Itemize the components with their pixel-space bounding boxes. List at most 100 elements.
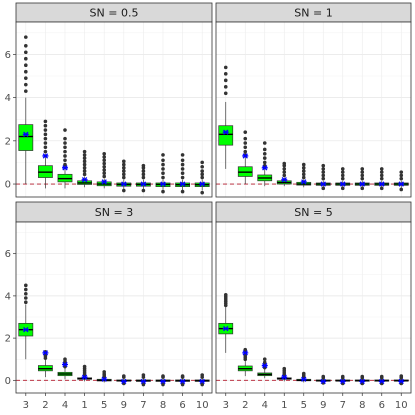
x-tick-label: 3 (223, 400, 229, 411)
box-1 (77, 149, 93, 188)
outlier-point (223, 85, 228, 89)
outlier-point (223, 72, 228, 76)
box-3 (18, 283, 34, 360)
y-tick-label: 2 (5, 334, 11, 345)
outlier-point (262, 360, 267, 365)
outlier-point (223, 78, 228, 83)
outlier-point (24, 50, 28, 55)
outlier-point (200, 160, 204, 165)
mean-marker (261, 165, 268, 171)
outlier-point (223, 91, 228, 96)
mean-marker (42, 350, 49, 356)
outlier-point (200, 172, 204, 177)
outlier-point (161, 158, 165, 163)
outlier-point (82, 156, 87, 160)
outlier-point (200, 382, 204, 387)
panel-border (215, 221, 412, 394)
outlier-point (379, 186, 384, 191)
outlier-point (82, 159, 87, 164)
y-tick-label: 6 (5, 50, 11, 61)
outlier-point (340, 186, 345, 191)
outlier-point (379, 176, 384, 181)
outlier-point (141, 382, 146, 387)
facet-strip-label: SN = 5 (294, 206, 332, 219)
outlier-point (200, 373, 204, 377)
outlier-point (82, 166, 87, 170)
mean-marker (242, 350, 249, 356)
outlier-point (180, 167, 185, 171)
mean-marker (199, 378, 206, 385)
facet-strip-label: SN = 0.5 (90, 7, 139, 20)
box-3 (18, 35, 34, 185)
facet-panel: SN = 5 3 2 4 1 5 9 7 8 6 10 (215, 201, 412, 411)
mean-marker (22, 131, 29, 138)
mean-marker (261, 362, 268, 369)
outlier-point (82, 153, 87, 157)
mean-marker (300, 179, 307, 185)
mean-marker (179, 181, 186, 187)
outlier-point (379, 170, 384, 174)
box-4 (57, 357, 73, 380)
y-tick-label: 0 (5, 376, 11, 387)
box-1 (276, 161, 292, 187)
box-6 (374, 374, 390, 386)
box-body (218, 125, 234, 146)
outlier-point (399, 374, 404, 378)
outlier-point (399, 170, 404, 174)
outlier-point (180, 158, 185, 163)
outlier-point (141, 163, 146, 168)
panel-border (15, 21, 213, 198)
box-6 (175, 374, 191, 387)
outlier-point (200, 175, 204, 180)
outlier-point (282, 173, 287, 178)
outlier-point (102, 161, 106, 166)
outlier-point (161, 171, 165, 176)
mean-marker (339, 378, 346, 385)
mean-marker (101, 376, 108, 382)
outlier-point (340, 374, 345, 379)
panel-border (15, 221, 213, 394)
mean-marker (81, 177, 88, 183)
mean-marker (62, 165, 68, 171)
box-1 (276, 366, 292, 382)
outlier-point (180, 382, 185, 387)
outlier-point (122, 159, 126, 164)
x-tick-label: 7 (340, 400, 346, 411)
outlier-point (43, 149, 48, 154)
mean-marker (199, 181, 206, 187)
outlier-point (43, 141, 48, 145)
facet-panel: SN = 0.5 0 2 4 6 (5, 2, 213, 198)
mean-marker (160, 378, 166, 385)
x-tick-label: 2 (42, 400, 48, 411)
x-tick-label: 9 (121, 400, 127, 411)
outlier-point (24, 56, 28, 61)
outlier-point (321, 170, 326, 174)
mean-marker (22, 327, 29, 333)
box-10 (194, 373, 210, 387)
outlier-point (200, 164, 204, 169)
box-10 (393, 374, 409, 386)
outlier-point (321, 176, 326, 181)
box-10 (194, 160, 210, 195)
outlier-point (262, 357, 267, 362)
outlier-point (24, 300, 28, 305)
x-tick-label: 7 (140, 400, 146, 411)
mean-marker (378, 378, 385, 385)
box-7 (135, 163, 151, 193)
mean-marker (320, 378, 327, 385)
mean-marker (222, 325, 229, 332)
outlier-point (161, 162, 165, 167)
outlier-point (360, 167, 365, 171)
outlier-point (24, 283, 28, 288)
outlier-point (161, 374, 165, 378)
outlier-point (102, 164, 106, 169)
outlier-point (63, 158, 67, 163)
outlier-point (399, 187, 404, 192)
outlier-point (180, 162, 185, 167)
outlier-point (102, 174, 106, 179)
outlier-point (301, 371, 306, 376)
outlier-point (102, 155, 106, 159)
outlier-point (301, 175, 306, 180)
panel-background (216, 222, 411, 393)
mean-marker (281, 374, 288, 380)
